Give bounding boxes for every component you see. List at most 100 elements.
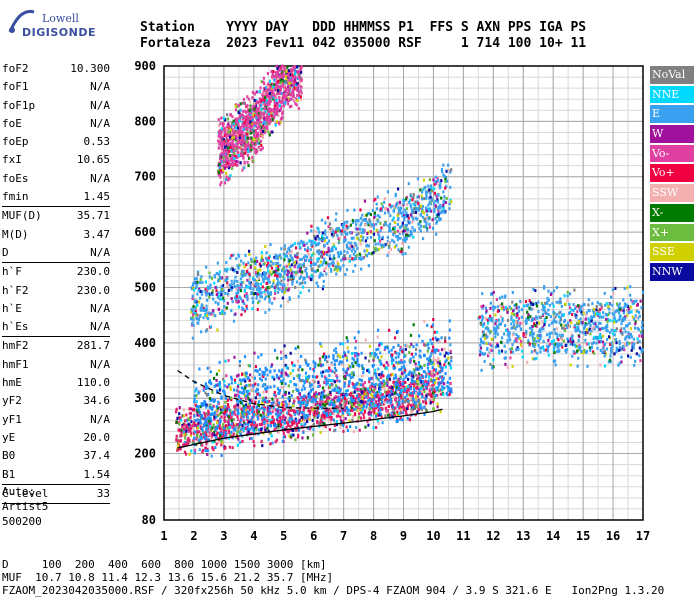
echo-point [400,388,404,392]
echo-point [314,262,317,266]
echo-point [382,379,385,383]
echo-point [265,387,268,391]
echo-point [250,418,253,422]
echo-point [299,97,303,101]
echo-point [416,382,420,386]
echo-point [219,417,222,421]
echo-point [215,293,218,297]
echo-point [362,218,365,222]
echo-point [343,249,346,253]
echo-point [435,338,439,342]
echo-point [226,160,229,164]
echo-point [174,410,178,414]
echo-point [250,257,253,261]
echo-point [364,388,367,392]
echo-point [312,262,315,266]
echo-point [309,389,312,393]
echo-point [303,247,307,251]
echo-point [383,383,386,387]
echo-point [236,385,240,389]
echo-point [290,257,293,261]
echo-point [240,414,244,418]
echo-point [190,307,193,311]
echo-point [248,420,251,424]
echo-point [385,361,388,365]
echo-point [443,347,446,351]
echo-point [214,300,217,304]
echo-point [224,405,227,409]
echo-point [222,296,225,300]
echo-point [430,374,433,378]
echo-point [389,214,392,218]
echo-point [305,375,308,379]
echo-point [426,190,429,194]
echo-point [338,362,341,366]
echo-point [242,407,245,411]
echo-point [366,254,369,258]
echo-point [375,222,378,226]
echo-point [285,373,288,377]
echo-point [239,277,243,281]
echo-point [386,235,389,239]
echo-point [283,290,286,294]
echo-point [381,407,384,411]
echo-point [224,446,227,450]
echo-point [233,378,237,382]
echo-point [352,364,355,368]
echo-point [238,295,241,299]
echo-point [318,274,321,278]
echo-point [268,300,271,304]
echo-point [310,406,313,410]
echo-point [269,290,272,294]
echo-point [276,274,279,278]
echo-point [440,336,443,340]
echo-point [362,228,365,232]
echo-point [332,353,335,357]
echo-point [401,348,404,352]
echo-point [226,426,229,430]
echo-point [301,263,304,267]
echo-point [325,411,329,415]
echo-point [434,358,438,362]
echo-point [231,128,234,132]
echo-point [311,375,315,379]
echo-point [273,296,276,300]
echo-point [349,365,352,369]
echo-point [403,371,406,375]
echo-point [276,415,279,419]
echo-point [402,377,405,381]
echo-point [190,286,193,290]
echo-point [399,416,402,420]
echo-point [367,244,371,248]
echo-point [315,395,318,399]
echo-point [194,280,198,284]
echo-point [197,405,200,409]
echo-point [205,304,208,308]
echo-point [416,177,420,181]
echo-point [449,363,452,367]
echo-point [448,169,451,173]
echo-point [312,433,315,437]
echo-point [227,436,230,440]
echo-point [303,381,306,385]
echo-point [396,386,399,390]
echo-point [345,268,349,272]
echo-point [285,420,288,424]
echo-point [333,421,337,425]
echo-point [396,392,399,396]
echo-point [212,400,216,404]
echo-point [412,375,415,379]
echo-point [338,398,341,402]
echo-point [239,401,243,405]
echo-point [228,283,232,287]
echo-point [450,200,453,204]
echo-point [369,219,372,223]
echo-point [298,365,301,369]
echo-point [201,290,204,294]
echo-point [196,433,199,437]
echo-point [432,318,435,322]
echo-point [242,269,245,273]
echo-point [251,296,254,300]
echo-point [439,388,442,392]
echo-point [258,299,261,303]
